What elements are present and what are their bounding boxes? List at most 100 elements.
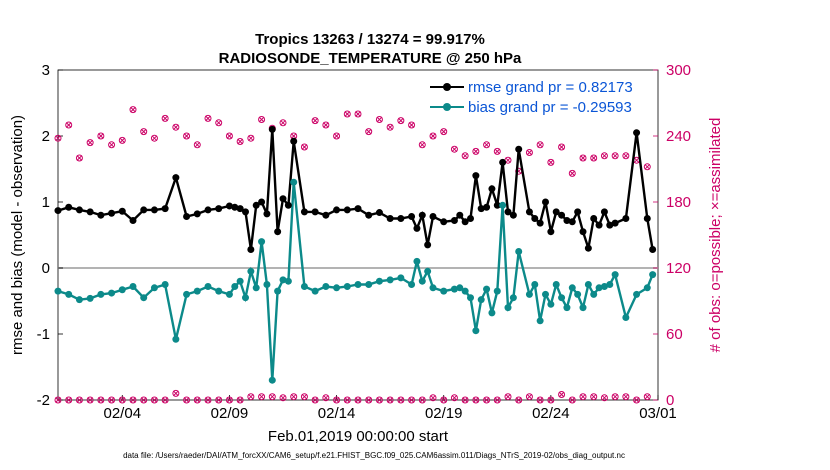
obs-count-bottom-assimilated [473,397,479,403]
rmse-data-point [472,172,480,180]
rmse-data-point [461,218,469,226]
obs-count-top-possible [429,132,437,140]
obs-count-bottom-assimilated [98,397,104,403]
rmse-data-point [515,145,523,153]
obs-count-bottom-possible [483,396,491,404]
obs-count-bottom-assimilated [151,397,158,403]
bias-data-point [365,281,373,288]
bias-data-point [568,284,576,292]
bias-data-point [461,287,469,295]
obs-count-top-assimilated [323,122,329,128]
obs-count-bottom-assimilated [419,397,426,403]
rmse-data-point [236,205,244,213]
obs-count-top-assimilated [248,135,254,142]
obs-count-top-assimilated [633,157,640,164]
bias-data-point [311,287,319,295]
rmse-data-point [606,221,614,229]
rmse-data-point [268,125,276,133]
obs-count-bottom-assimilated [333,397,340,403]
obs-count-bottom-assimilated [569,397,576,403]
bias-data-point [493,287,501,295]
obs-count-bottom-assimilated [162,397,168,403]
obs-count-top-possible [236,138,244,145]
obs-count-points [54,106,651,404]
bias-data-point [268,376,276,384]
bias-data-point [97,290,105,298]
rmse-data-point [542,198,549,206]
obs-count-bottom-possible [183,396,191,404]
obs-count-top-possible [311,117,319,125]
obs-count-bottom-possible [375,396,383,404]
bias-data-point [525,290,533,298]
obs-count-top-possible [140,128,148,136]
obs-count-top-possible [225,132,233,140]
obs-count-top-possible [215,119,223,127]
bias-data-point [558,294,566,302]
obs-count-top-possible [493,147,501,155]
rmse-data-point [584,244,592,252]
series-points [54,125,657,384]
bias-data-point [242,294,249,302]
obs-count-top-possible [86,139,94,147]
obs-count-top-possible [97,132,105,140]
bias-data-point [236,277,244,285]
obs-count-bottom-possible [193,396,201,404]
bias-data-point [547,300,555,308]
right-tick-label: 120 [666,260,691,277]
obs-count-bottom-assimilated [355,397,361,403]
rmse-data-point [611,219,619,227]
bias-data-point [354,281,362,288]
obs-count-bottom-possible [172,389,180,397]
left-tick-label: 3 [42,62,50,79]
obs-count-top-possible [579,154,587,162]
obs-count-top-assimilated [548,159,554,166]
obs-count-bottom-assimilated [580,393,586,400]
obs-count-top-possible [129,106,137,114]
rmse-data-point [536,219,544,227]
bias-data-point [150,284,158,292]
rmse-data-point [279,195,287,203]
obs-count-top-assimilated [376,116,383,123]
bias-data-point [515,248,523,255]
bias-data-point [488,309,496,317]
rmse-data-point [643,215,651,222]
obs-count-top-assimilated [280,119,286,126]
obs-count-top-assimilated [365,128,372,135]
bias-data-point [542,290,549,298]
obs-count-top-assimilated [387,124,393,131]
rmse-data-point [574,208,582,216]
obs-count-bottom-possible [54,396,62,404]
obs-count-top-possible [547,158,555,166]
obs-count-bottom-assimilated [301,393,308,400]
bias-data-point [536,317,544,325]
obs-count-bottom-possible [461,396,469,404]
obs-count-top-possible [568,169,576,177]
obs-count-bottom-assimilated [644,393,651,400]
obs-count-bottom-assimilated [215,397,222,403]
x-tick-label: 02/19 [425,405,463,422]
obs-count-top-possible [590,154,598,162]
rmse-data-point [622,215,630,222]
bias-data-point [204,282,212,290]
obs-count-top-assimilated [355,111,361,117]
bias-data-point [499,201,507,209]
bias-data-point [477,296,485,304]
obs-count-bottom-assimilated [194,397,201,403]
obs-count-top-possible [611,152,619,160]
obs-count-bottom-assimilated [76,397,83,403]
bias-data-point [504,304,512,312]
obs-count-bottom-assimilated [430,394,436,401]
rmse-data-point [467,215,474,222]
obs-count-bottom-assimilated [65,397,72,403]
bias-data-point [600,282,608,290]
bias-data-point [440,287,448,295]
obs-count-top-assimilated [590,155,597,161]
bias-data-point [429,284,437,292]
obs-count-bottom-possible [279,394,287,402]
obs-count-bottom-possible [268,393,276,401]
obs-count-bottom-possible [97,396,105,404]
bias-data-point [252,284,260,292]
obs-count-top-assimilated [151,135,158,142]
obs-count-bottom-possible [150,396,158,404]
rmse-data-point [547,228,555,236]
